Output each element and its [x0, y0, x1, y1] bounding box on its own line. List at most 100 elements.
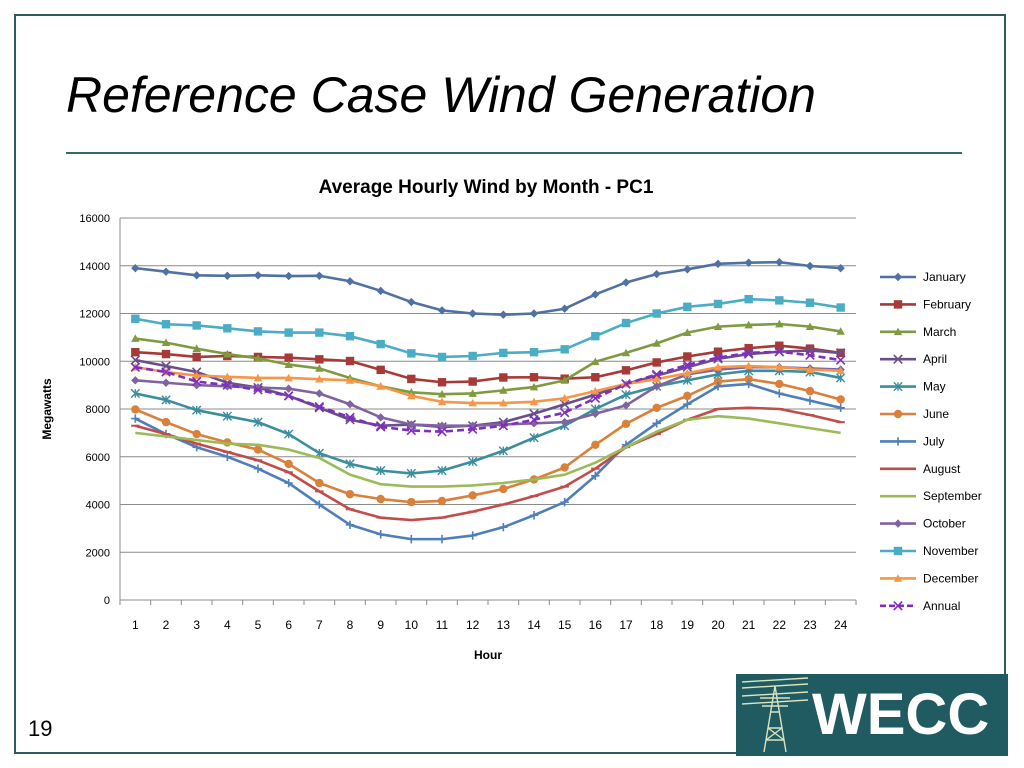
- data-point: [437, 496, 447, 506]
- data-point: [468, 377, 477, 386]
- data-point: [284, 373, 293, 382]
- x-tick-label: 11: [436, 618, 449, 632]
- legend-entry: July: [880, 434, 944, 448]
- x-tick-label: 2: [163, 618, 170, 632]
- data-point: [468, 351, 477, 361]
- data-point: [893, 300, 903, 309]
- data-point: [591, 357, 600, 366]
- data-point: [591, 290, 600, 299]
- data-point: [805, 365, 815, 373]
- x-tick-label: 13: [497, 618, 511, 632]
- line-chart: Average Hourly Wind by Month - PC1 Hour …: [40, 177, 982, 662]
- data-point: [775, 341, 784, 350]
- data-point: [590, 393, 601, 404]
- x-tick-label: 16: [589, 618, 603, 632]
- data-point: [345, 277, 355, 286]
- data-point: [253, 271, 263, 280]
- data-point: [560, 394, 569, 402]
- legend-label: December: [923, 571, 978, 585]
- data-point: [130, 388, 141, 399]
- legend-label: August: [923, 462, 961, 476]
- data-point: [621, 379, 631, 389]
- data-point: [468, 491, 477, 500]
- data-point: [775, 389, 784, 398]
- slide-title: Reference Case Wind Generation: [66, 67, 816, 123]
- legend-entry: May: [880, 380, 946, 394]
- data-point: [560, 345, 569, 354]
- data-point: [284, 360, 293, 368]
- series-line: [135, 369, 841, 475]
- data-point: [407, 374, 416, 384]
- data-point: [591, 386, 600, 395]
- data-point: [835, 348, 846, 358]
- data-point: [131, 263, 140, 273]
- data-point: [591, 373, 600, 382]
- data-point: [805, 261, 815, 271]
- data-point: [161, 417, 171, 427]
- series-line: [135, 365, 841, 428]
- legend-label: Annual: [923, 599, 960, 613]
- data-point: [375, 422, 386, 432]
- y-tick-label: 0: [104, 595, 110, 607]
- data-point: [376, 365, 385, 375]
- data-point: [713, 299, 723, 309]
- logo-background: [736, 674, 1008, 756]
- data-point: [893, 409, 903, 419]
- data-point: [499, 348, 508, 358]
- data-point: [223, 372, 232, 381]
- data-point: [131, 314, 140, 323]
- legend-entry: October: [880, 517, 966, 531]
- title-rule: [66, 152, 962, 154]
- data-point: [345, 520, 355, 529]
- data-point: [529, 511, 539, 520]
- data-point: [836, 327, 845, 335]
- data-point: [893, 546, 903, 556]
- data-point: [560, 376, 569, 384]
- legend-entry: March: [880, 325, 956, 339]
- legend: January February March April May June July Augu…: [880, 270, 982, 613]
- series-line: [135, 297, 841, 359]
- data-point: [223, 349, 232, 358]
- data-point: [407, 534, 416, 544]
- data-point: [652, 382, 661, 391]
- data-point: [774, 346, 785, 357]
- data-point: [253, 464, 263, 473]
- data-point: [130, 355, 141, 365]
- x-tick-label: 1: [132, 618, 139, 632]
- data-point: [893, 272, 903, 282]
- data-point: [836, 403, 845, 413]
- data-point: [406, 425, 417, 436]
- series-january: [131, 257, 845, 319]
- x-tick-label: 23: [803, 618, 817, 632]
- data-point: [652, 403, 661, 413]
- data-point: [893, 327, 903, 336]
- series-line: [135, 414, 841, 488]
- data-point: [315, 355, 324, 364]
- x-tick-label: 12: [466, 618, 480, 632]
- series-september: [135, 414, 841, 488]
- data-point: [836, 395, 845, 404]
- data-point: [560, 497, 569, 507]
- chart-title: Average Hourly Wind by Month - PC1: [319, 177, 654, 198]
- data-point: [375, 465, 386, 476]
- transmission-tower-icon: [742, 677, 808, 753]
- data-point: [744, 343, 753, 353]
- series-line: [135, 350, 841, 433]
- legend-entry: December: [880, 571, 978, 585]
- x-tick-label: 6: [285, 618, 292, 632]
- legend-label: February: [923, 297, 971, 311]
- logo-text: WECC: [812, 682, 990, 747]
- data-point: [591, 409, 600, 418]
- legend-label: January: [923, 270, 966, 284]
- data-point: [284, 328, 293, 337]
- y-tick-label: 6000: [86, 452, 110, 464]
- data-point: [283, 391, 294, 401]
- data-point: [345, 412, 355, 423]
- data-point: [836, 303, 845, 312]
- x-tick-label: 8: [347, 618, 354, 632]
- data-point: [131, 414, 140, 423]
- data-point: [893, 601, 903, 611]
- data-point: [191, 405, 202, 415]
- data-point: [192, 321, 201, 330]
- y-tick-label: 12000: [79, 309, 110, 321]
